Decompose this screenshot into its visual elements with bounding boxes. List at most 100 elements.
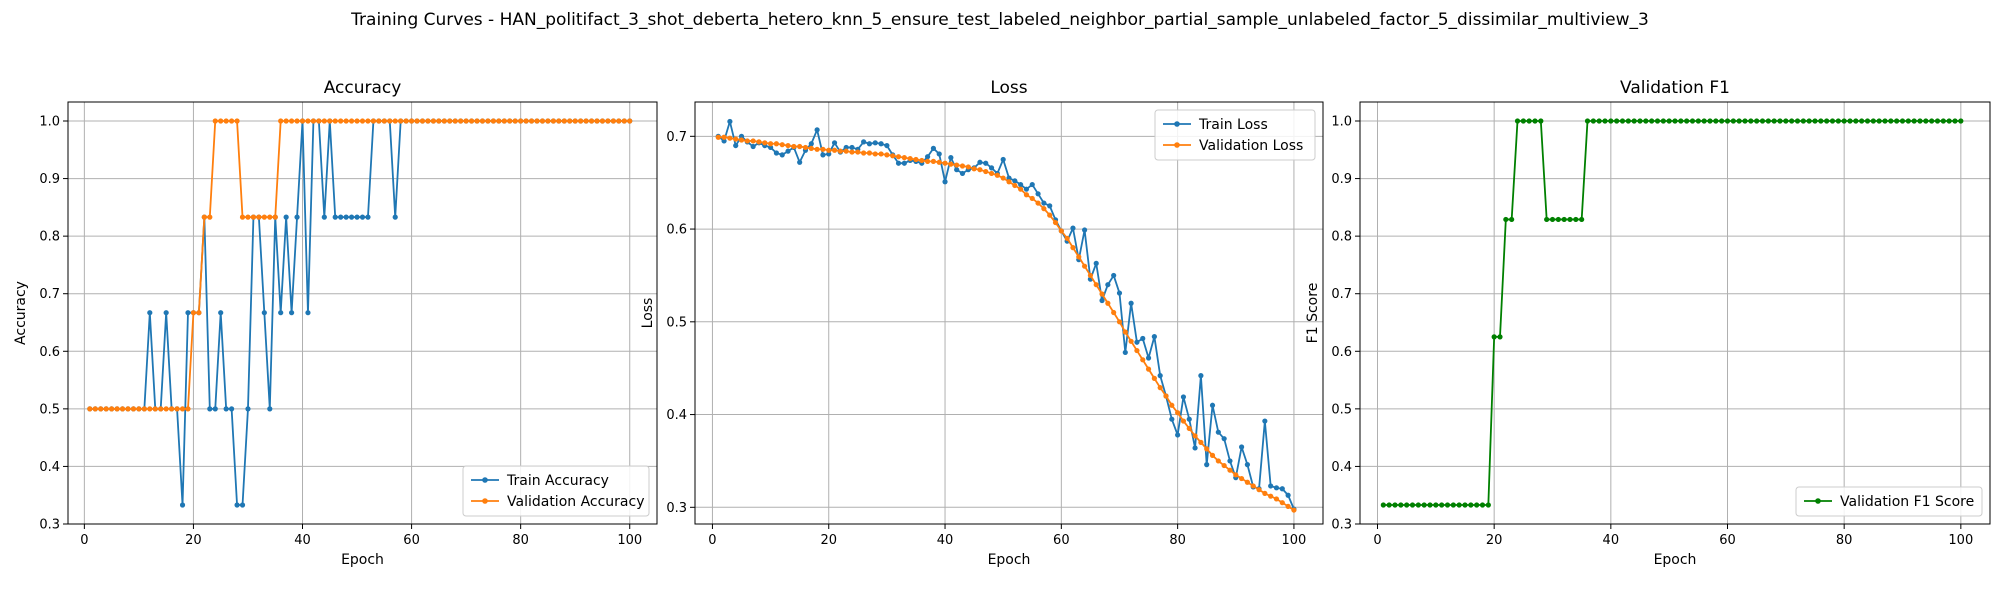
data-point: [948, 155, 954, 161]
data-point: [1479, 502, 1486, 508]
data-point: [797, 159, 803, 165]
data-point: [930, 158, 937, 164]
data-point: [1649, 118, 1655, 124]
data-point: [392, 118, 398, 124]
data-point: [1485, 502, 1491, 508]
data-point: [218, 310, 224, 316]
data-point: [261, 310, 267, 316]
data-point: [267, 406, 273, 412]
data-point: [147, 310, 153, 316]
data-point: [895, 160, 902, 166]
data-point: [814, 146, 820, 152]
data-point: [1812, 118, 1818, 124]
data-point: [572, 118, 578, 124]
data-point: [1262, 418, 1268, 424]
data-point: [744, 138, 750, 144]
data-point: [1824, 118, 1830, 124]
data-point: [610, 118, 616, 124]
data-point: [1777, 118, 1783, 124]
data-point: [136, 406, 142, 412]
data-point: [1631, 118, 1637, 124]
data-point: [1462, 502, 1468, 508]
data-point: [403, 118, 409, 124]
data-point: [1192, 445, 1198, 451]
data-point: [948, 161, 954, 167]
data-point: [354, 118, 360, 124]
data-point: [843, 144, 849, 151]
data-point: [831, 140, 838, 146]
data-point: [750, 143, 756, 150]
series-line-2: [89, 120, 630, 410]
chart-panel-1: 0 20 40 60 80 100 0.3 0.4 0.5 0.6 0.7 0.8 0.9 1.0 Accu…: [13, 78, 658, 568]
data-point: [727, 118, 733, 125]
x-tick-label: 100: [1948, 533, 1973, 548]
data-point: [1444, 502, 1451, 508]
data-point: [1794, 118, 1801, 124]
data-point: [890, 153, 896, 159]
y-tick-label: 0.6: [1331, 345, 1352, 360]
data-point: [959, 163, 966, 169]
y-tick-label: 0.7: [666, 130, 687, 145]
data-point: [1689, 118, 1696, 124]
data-point: [1386, 502, 1392, 508]
data-point: [1186, 416, 1192, 422]
data-point: [119, 406, 126, 412]
data-point: [1145, 355, 1152, 361]
data-point: [370, 118, 377, 124]
y-axis-label: Loss: [640, 298, 656, 329]
data-point: [785, 142, 791, 149]
data-point: [1567, 216, 1573, 223]
data-point: [234, 118, 240, 124]
data-point: [398, 118, 404, 124]
data-point: [983, 160, 989, 166]
data-point: [1116, 319, 1123, 325]
data-point: [1122, 329, 1128, 335]
data-point: [895, 154, 902, 160]
data-point: [229, 406, 235, 412]
data-point: [936, 159, 942, 165]
data-point: [1151, 334, 1157, 340]
data-point: [1409, 502, 1416, 508]
axes-frame: [1359, 101, 1991, 525]
data-point: [1122, 349, 1128, 356]
data-point: [1268, 483, 1274, 489]
data-point: [1643, 118, 1649, 124]
data-point: [1262, 490, 1268, 496]
data-point: [588, 118, 595, 124]
data-point: [278, 118, 284, 124]
data-point: [1099, 297, 1105, 304]
data-point: [1244, 479, 1251, 485]
data-point: [245, 214, 251, 220]
data-point: [1099, 291, 1105, 297]
data-point: [256, 214, 262, 220]
legend-box: [462, 465, 650, 517]
data-point: [1204, 462, 1210, 468]
data-point: [738, 137, 745, 143]
data-point: [1250, 483, 1256, 489]
data-point: [223, 406, 229, 412]
data-point: [283, 118, 289, 124]
data-point: [1549, 216, 1556, 223]
data-point: [959, 170, 966, 177]
data-point: [1140, 357, 1146, 363]
data-point: [1227, 467, 1233, 473]
data-point: [316, 118, 322, 124]
data-point: [1829, 118, 1836, 124]
data-point: [1087, 272, 1094, 279]
data-point: [1157, 373, 1163, 379]
data-point: [802, 144, 809, 151]
data-point: [278, 310, 284, 316]
data-point: [1215, 458, 1221, 464]
data-point: [294, 118, 300, 124]
data-point: [1244, 462, 1251, 468]
data-point: [965, 164, 971, 170]
y-tick-label: 0.8: [39, 230, 60, 245]
data-point: [594, 118, 600, 124]
data-point: [866, 141, 873, 147]
data-point: [567, 118, 573, 124]
figure-suptitle: Training Curves - HAN_politifact_3_shot_…: [350, 10, 1649, 30]
legend-swatch-marker: [482, 498, 488, 504]
data-point: [561, 118, 567, 124]
data-point: [849, 149, 855, 155]
data-point: [767, 141, 774, 147]
